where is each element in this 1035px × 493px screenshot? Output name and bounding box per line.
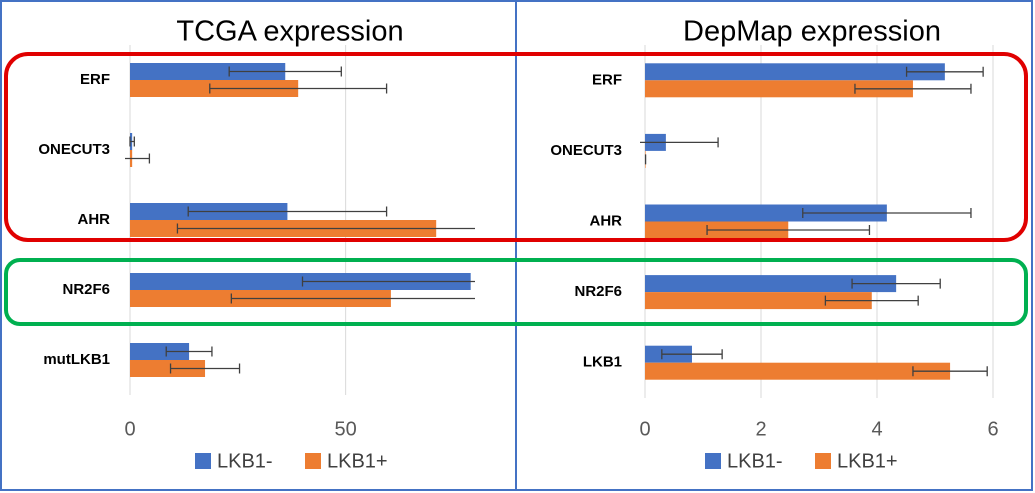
error-bar bbox=[129, 136, 135, 147]
legend-swatch bbox=[705, 453, 721, 469]
legend-label: LKB1+ bbox=[837, 450, 898, 472]
error-bar bbox=[640, 137, 719, 148]
error-bar bbox=[661, 349, 723, 360]
legend-swatch bbox=[815, 453, 831, 469]
legend-label: LKB1- bbox=[727, 450, 783, 472]
error-bar bbox=[824, 295, 919, 306]
bar bbox=[645, 292, 872, 310]
error-bar bbox=[125, 153, 151, 164]
bar bbox=[130, 273, 471, 290]
legend-swatch bbox=[195, 453, 211, 469]
error-bar bbox=[706, 225, 871, 235]
bar bbox=[130, 63, 286, 80]
category-label: NR2F6 bbox=[62, 281, 110, 298]
error-bar bbox=[187, 206, 388, 217]
plot-area bbox=[125, 63, 475, 377]
legend-label: LKB1- bbox=[217, 450, 273, 472]
left-chart: TCGA expression 0 50 ERF ONECUT3 AHR NR2F6 mutL… bbox=[38, 16, 475, 472]
error-bar bbox=[169, 363, 241, 374]
error-bar bbox=[912, 366, 988, 377]
bar bbox=[645, 80, 913, 98]
bar bbox=[645, 204, 887, 222]
highlight-red bbox=[4, 52, 1028, 242]
error-bar bbox=[230, 293, 475, 304]
error-bar bbox=[209, 83, 388, 94]
error-bar bbox=[802, 208, 972, 218]
category-label: ERF bbox=[80, 71, 110, 88]
error-bar bbox=[851, 278, 941, 289]
error-bar bbox=[854, 83, 972, 94]
category-label: ONECUT3 bbox=[550, 142, 622, 159]
bar bbox=[130, 343, 190, 360]
category-label: ONECUT3 bbox=[38, 141, 110, 158]
right-chart: DepMap expression 0 2 4 6 ERF ONECUT3 AHR NR2F6 L… bbox=[550, 16, 998, 473]
category-label: ERF bbox=[592, 71, 622, 88]
bar bbox=[645, 275, 897, 293]
error-bar bbox=[301, 276, 475, 287]
category-label: LKB1 bbox=[583, 354, 622, 371]
bar bbox=[645, 362, 951, 380]
x-tick-label: 0 bbox=[639, 418, 650, 440]
error-bar bbox=[176, 223, 475, 234]
plot-area bbox=[640, 63, 988, 380]
highlight-green bbox=[4, 258, 1028, 326]
category-label: mutLKB1 bbox=[43, 351, 110, 368]
x-tick-label: 2 bbox=[755, 418, 766, 440]
error-bar bbox=[905, 66, 984, 77]
error-bar bbox=[228, 66, 342, 77]
bar bbox=[130, 360, 206, 377]
category-label: AHR bbox=[590, 212, 623, 229]
x-tick-label: 0 bbox=[124, 418, 135, 440]
chart-title: DepMap expression bbox=[683, 16, 941, 48]
bar bbox=[645, 63, 945, 81]
legend-swatch bbox=[305, 453, 321, 469]
category-label: AHR bbox=[78, 211, 111, 228]
legend-label: LKB1+ bbox=[327, 450, 388, 472]
x-tick-label: 50 bbox=[335, 418, 357, 440]
chart-title: TCGA expression bbox=[176, 16, 403, 48]
x-tick-label: 6 bbox=[987, 418, 998, 440]
error-bar bbox=[165, 346, 213, 357]
category-label: NR2F6 bbox=[574, 283, 622, 300]
x-tick-label: 4 bbox=[871, 418, 882, 440]
